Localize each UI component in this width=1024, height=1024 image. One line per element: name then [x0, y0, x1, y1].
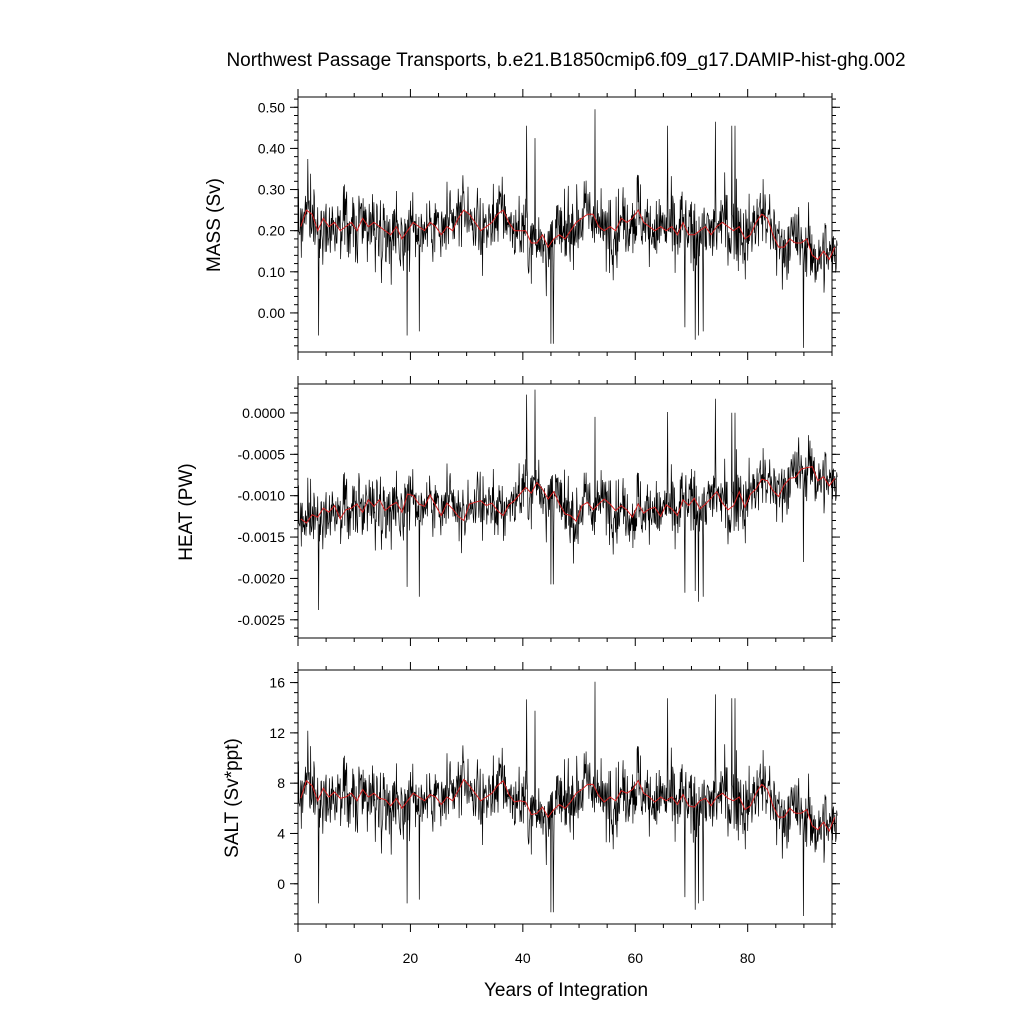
y-tick-label: -0.0010	[238, 488, 286, 504]
y-tick-label: 12	[269, 725, 285, 741]
y-tick-label: 0.00	[258, 305, 285, 321]
x-tick-label: 40	[515, 950, 531, 966]
y-axis-label-mass: MASS (Sv)	[204, 178, 225, 272]
x-tick-label: 0	[294, 950, 302, 966]
y-tick-label: 0.50	[258, 99, 285, 115]
x-tick-label: 20	[403, 950, 419, 966]
annual-mean-line	[300, 209, 836, 261]
annual-mean-line	[300, 778, 836, 833]
y-tick-label: -0.0025	[238, 612, 286, 628]
annual-mean-line	[300, 466, 836, 524]
y-axis-label-heat: HEAT (PW)	[176, 463, 197, 560]
monthly-series-line	[297, 389, 838, 611]
y-tick-label: 4	[277, 825, 285, 841]
y-tick-label: 0.0000	[242, 405, 285, 421]
x-axis-tick-labels: 0 20 40 60 80	[294, 950, 756, 966]
x-tick-label: 80	[740, 950, 756, 966]
panel-heat: HEAT (PW) 0.0000 -0.0005 -0.0010 -0.0015 -0.…	[176, 376, 840, 646]
chart-title: Northwest Passage Transports, b.e21.B185…	[226, 50, 905, 71]
y-tick-label: 0.40	[258, 140, 285, 156]
y-tick-label: 0	[277, 876, 285, 892]
y-tick-label: -0.0020	[238, 570, 286, 586]
y-tick-label: 16	[269, 675, 285, 691]
y-tick-label: 0.20	[258, 223, 285, 239]
y-tick-label: -0.0005	[238, 446, 286, 462]
y-axis-label-salt: SALT (Sv*ppt)	[222, 738, 243, 858]
monthly-series-line	[297, 681, 838, 917]
monthly-series-line	[297, 109, 838, 348]
panel-mass: MASS (Sv) 0.50 0.40 0.30 0.20 0.10 0.00	[204, 89, 840, 360]
y-tick-label: 0.30	[258, 182, 285, 198]
x-axis-label: Years of Integration	[484, 980, 648, 1001]
y-tick-label: 0.10	[258, 264, 285, 280]
x-tick-label: 60	[627, 950, 643, 966]
panel-salt: SALT (Sv*ppt) 16 12 8 4 0	[222, 662, 840, 932]
y-tick-label: 8	[277, 775, 285, 791]
y-tick-label: -0.0015	[238, 529, 286, 545]
